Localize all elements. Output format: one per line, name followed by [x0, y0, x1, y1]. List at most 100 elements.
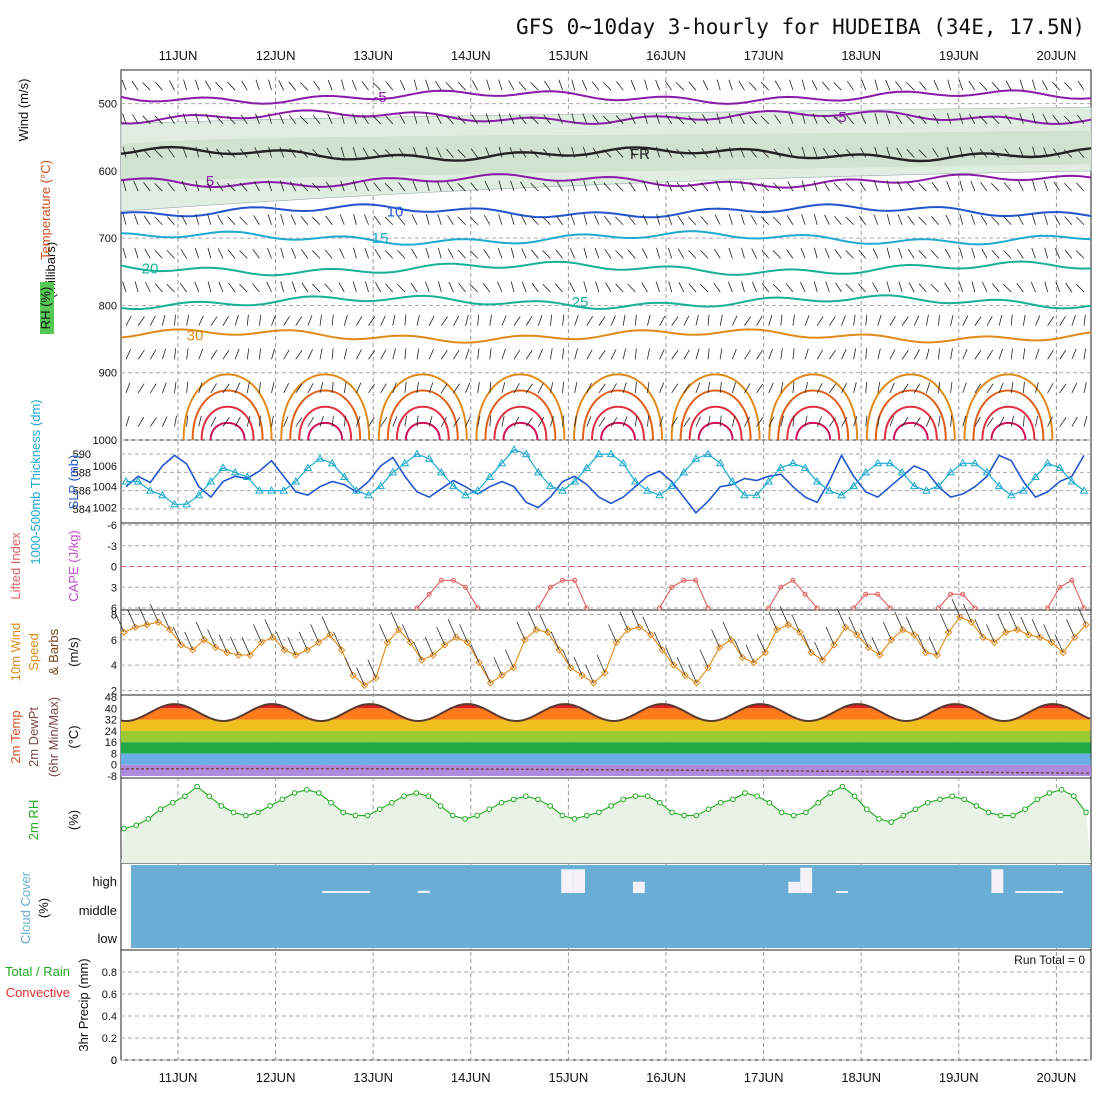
wind-barb — [217, 248, 224, 259]
wind-barb — [615, 216, 624, 226]
wind-barb — [343, 348, 348, 360]
wind-barb — [822, 114, 830, 125]
wind-speed-point — [234, 651, 243, 659]
wind-barb — [688, 115, 697, 125]
wind-barb — [719, 381, 722, 393]
rh-point — [535, 796, 541, 803]
thickness-axis-label: 1000-500mb Thickness (dm) — [28, 399, 43, 564]
wind-barb — [634, 348, 637, 360]
wind-barb — [598, 383, 606, 394]
wind-barb — [447, 215, 454, 225]
wind-barb — [227, 81, 236, 91]
wind-barb — [874, 79, 879, 91]
wind-barb — [813, 247, 818, 259]
rh-point — [218, 803, 225, 809]
wind-barb — [885, 79, 891, 91]
thickness-point — [206, 477, 216, 485]
wind-barb — [642, 248, 648, 259]
wind-barb — [521, 248, 527, 259]
wind-barb — [918, 115, 927, 125]
wind-barb — [268, 146, 272, 158]
wind-barb — [991, 249, 1000, 259]
wind-speed-point — [395, 626, 403, 634]
wind-speed-point — [452, 633, 460, 642]
wind-barb — [489, 415, 492, 427]
wind-barb — [312, 115, 321, 125]
wind-barb — [801, 214, 806, 225]
rh-point — [486, 806, 493, 813]
wind-barb — [768, 314, 773, 326]
wind-barb — [227, 149, 236, 158]
rh-point — [1083, 809, 1089, 816]
wind-barb — [398, 182, 406, 192]
high-cloud-bar — [1027, 891, 1040, 893]
wind-barb — [267, 247, 272, 259]
day-label-top: 14JUN — [451, 48, 491, 63]
wind-barb — [642, 616, 652, 635]
isotherm-line — [120, 203, 1092, 219]
wind-barb — [240, 148, 248, 158]
day-label-top: 11JUN — [159, 48, 198, 63]
wind-barb — [268, 79, 272, 91]
rh-point — [121, 825, 127, 832]
lifted-index-point — [1081, 605, 1087, 611]
rh-point — [778, 809, 785, 816]
wind-barb — [581, 80, 588, 91]
wind-barb — [700, 182, 709, 192]
wind-barb — [897, 214, 903, 225]
wind-barb — [610, 315, 616, 326]
wind-barb — [356, 416, 361, 427]
wind-barb — [610, 349, 617, 360]
wind-barb — [756, 315, 763, 326]
wind-barb — [773, 182, 782, 192]
wind-speed-point — [292, 651, 300, 659]
wind-barb — [416, 314, 420, 326]
wind-barb — [688, 664, 697, 684]
wind-barb — [835, 282, 842, 293]
wind-speed-point — [864, 643, 873, 652]
thickness-point — [533, 467, 543, 476]
wind-barb — [740, 214, 745, 225]
lifted-index-point — [669, 584, 675, 590]
thickness-point — [558, 486, 567, 494]
wind-barb — [659, 349, 665, 360]
thickness-point — [582, 463, 592, 471]
thickness-point — [1043, 458, 1052, 467]
wind-speed-point — [647, 631, 655, 639]
lifted-index-point — [535, 605, 541, 611]
wind-barb — [1017, 214, 1024, 225]
lifted-index-point — [802, 591, 808, 597]
wind-barb — [979, 82, 988, 91]
wind-barb — [1044, 214, 1049, 225]
wind-barb — [471, 114, 479, 125]
wind-barb — [841, 315, 846, 326]
thickness-tick-label: 584 — [73, 504, 91, 516]
wind-barb — [1018, 181, 1024, 192]
wind-barb — [508, 80, 515, 91]
wind-barb — [483, 215, 491, 225]
thickness-point — [1031, 472, 1040, 480]
wind-barb — [592, 147, 600, 158]
wind-barb — [530, 82, 539, 91]
wind-barb — [816, 382, 823, 394]
thickness-point — [1006, 490, 1016, 499]
wind-barb — [802, 634, 812, 653]
temp-axis-label-3: (6hr Min/Max) — [46, 697, 61, 777]
wind-barb — [918, 149, 927, 158]
wind-barb — [848, 616, 858, 635]
thickness-point — [424, 454, 434, 462]
wind-barb — [283, 316, 290, 326]
wind-barb — [751, 281, 757, 293]
high-cloud-bar — [991, 869, 1004, 893]
wind-barb — [981, 248, 988, 259]
wind-barb — [671, 350, 679, 360]
wind-barb — [477, 314, 480, 326]
wind-speed-point — [979, 633, 987, 642]
wind-barb — [167, 148, 175, 158]
precip-tick-label: 0 — [111, 1055, 117, 1067]
wind-barb — [279, 146, 285, 158]
wind-barb — [671, 316, 679, 326]
wind-barb — [121, 79, 127, 91]
wind-speed-point — [120, 628, 128, 636]
wind-barb — [801, 180, 806, 192]
